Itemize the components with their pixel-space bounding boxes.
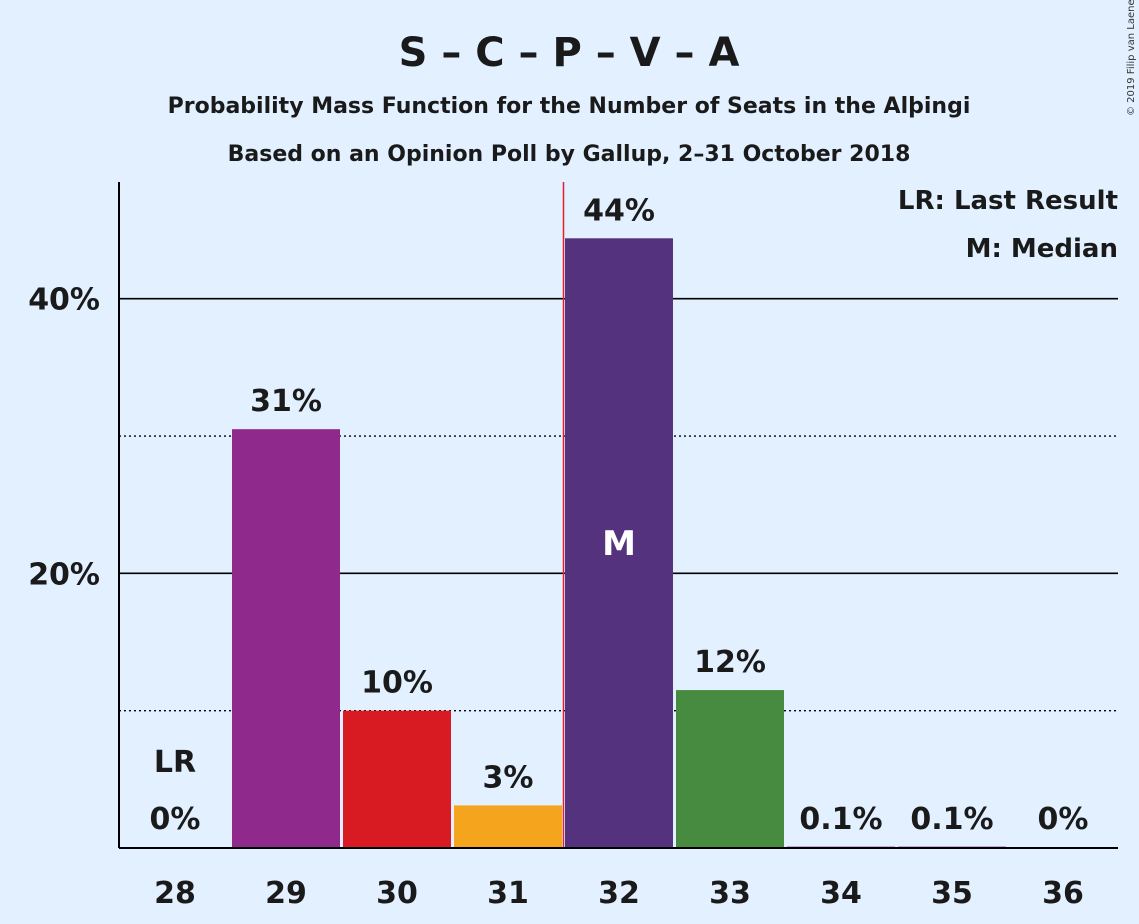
- bar-33: [676, 690, 784, 848]
- data-label-32: 44%: [583, 193, 655, 228]
- data-label-28: 0%: [150, 802, 201, 837]
- data-label-29: 31%: [250, 384, 322, 419]
- x-tick-36: 36: [1042, 876, 1084, 911]
- last-result-marker: LR: [154, 745, 196, 780]
- legend-median: M: Median: [966, 234, 1118, 264]
- y-tick-20: 20%: [28, 557, 100, 592]
- data-label-33: 12%: [694, 645, 766, 680]
- chart-subtitle-source: Based on an Opinion Poll by Gallup, 2–31…: [228, 142, 911, 167]
- legend-last-result: LR: Last Result: [898, 186, 1118, 216]
- data-labels: 0% 31% 10% 3% 44% 12% 0.1% 0.1% 0% M LR: [150, 182, 1089, 848]
- chart-title: S – C – P – V – A: [399, 30, 740, 76]
- bar-31: [454, 805, 562, 848]
- data-label-35: 0.1%: [910, 802, 993, 837]
- x-tick-30: 30: [376, 876, 418, 911]
- x-tick-29: 29: [265, 876, 307, 911]
- x-tick-33: 33: [709, 876, 751, 911]
- median-marker: M: [602, 524, 636, 564]
- x-tick-32: 32: [598, 876, 640, 911]
- axes: [118, 182, 1118, 849]
- bar-30: [343, 710, 451, 848]
- data-label-36: 0%: [1038, 802, 1089, 837]
- x-tick-31: 31: [487, 876, 529, 911]
- data-label-34: 0.1%: [799, 802, 882, 837]
- bars: [232, 238, 1006, 848]
- data-label-30: 10%: [361, 666, 433, 701]
- x-tick-28: 28: [154, 876, 196, 911]
- bar-29: [232, 429, 340, 848]
- y-tick-40: 40%: [28, 283, 100, 318]
- x-tick-35: 35: [931, 876, 973, 911]
- chart-subtitle: Probability Mass Function for the Number…: [168, 94, 971, 119]
- data-label-31: 3%: [483, 760, 534, 795]
- x-tick-labels: 28 29 30 31 32 33 34 35 36: [154, 876, 1084, 911]
- y-tick-labels: 20% 40%: [28, 283, 100, 593]
- copyright-notice: © 2019 Filip van Laenen: [1126, 0, 1137, 116]
- bar-32: [565, 238, 673, 848]
- x-tick-34: 34: [820, 876, 862, 911]
